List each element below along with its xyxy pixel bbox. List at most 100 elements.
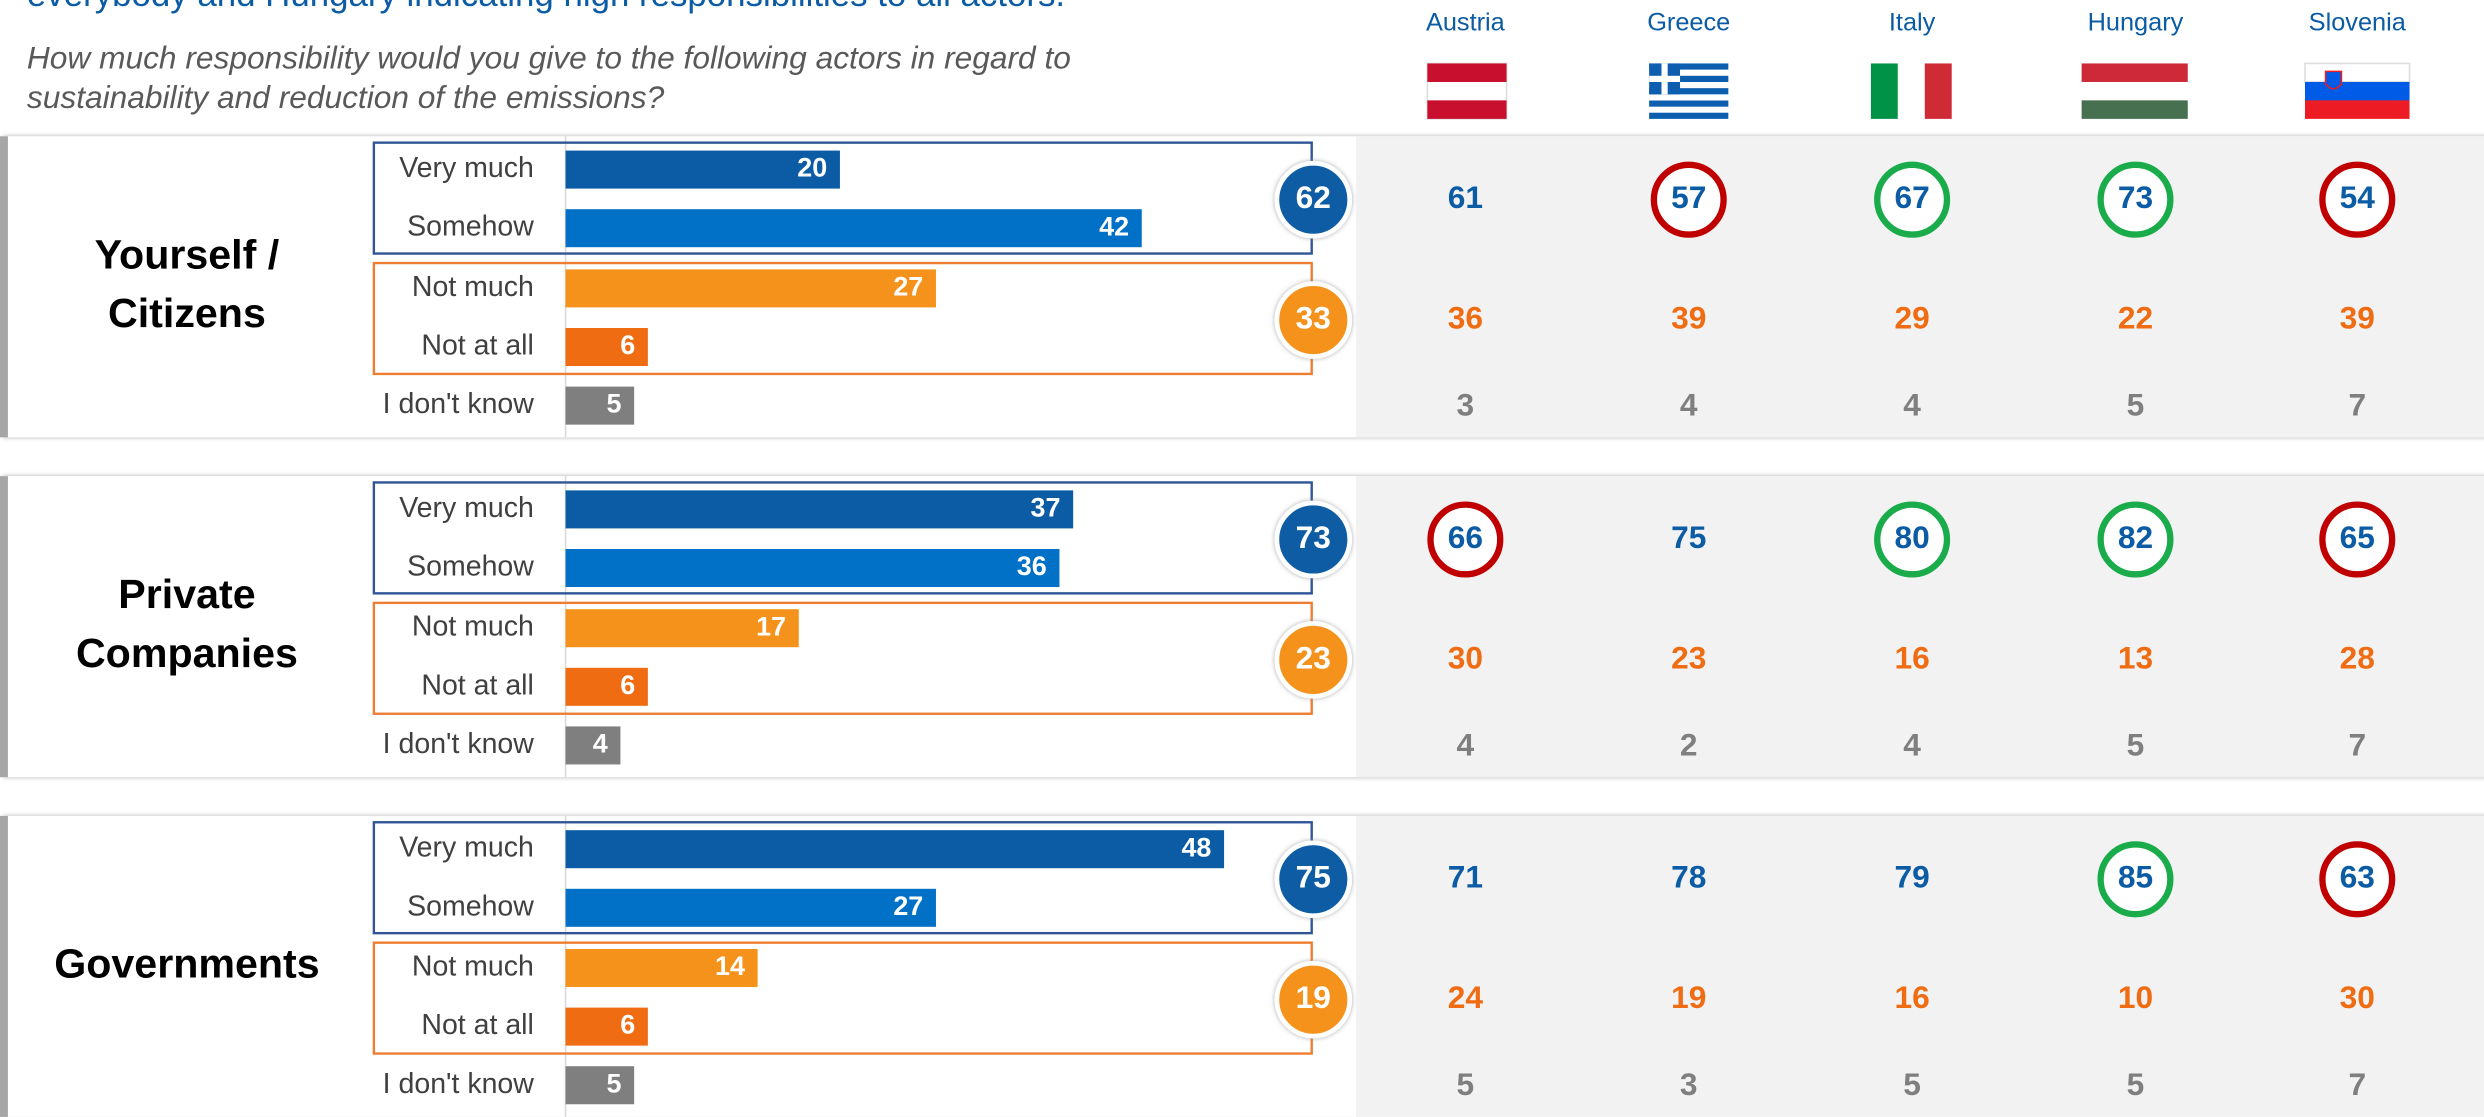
country-label: Hungary	[2088, 9, 2184, 37]
bar	[565, 888, 936, 927]
total-circle	[1274, 160, 1353, 239]
bar-label: 6	[620, 1010, 635, 1040]
bar	[565, 726, 621, 765]
bar-label: 20	[797, 153, 827, 183]
country-value: 30	[2340, 979, 2375, 1015]
total-label: 33	[1296, 299, 1331, 335]
country-value: 5	[2127, 387, 2145, 423]
country-value: 7	[2348, 726, 2366, 762]
total-circle	[1274, 281, 1353, 359]
category-label: Not at all	[421, 330, 533, 362]
country-value: 4	[1903, 387, 1921, 423]
total-label: 62	[1296, 179, 1331, 215]
total-circle	[1274, 500, 1353, 579]
bar-label: 6	[620, 330, 635, 360]
country-value: 63	[2340, 859, 2375, 895]
country-value: 39	[2340, 299, 2375, 335]
country-label: Austria	[1426, 9, 1506, 37]
country-value: 22	[2118, 299, 2153, 335]
category-label: Very much	[399, 152, 534, 184]
country-value: 66	[1448, 519, 1483, 555]
bar-label: 6	[620, 670, 635, 700]
total-label: 19	[1296, 979, 1331, 1015]
category-label: Very much	[399, 492, 534, 524]
country-value: 79	[1894, 859, 1929, 895]
highlight-circle	[1874, 161, 1951, 238]
country-value: 23	[1671, 639, 1706, 675]
country-value: 10	[2118, 979, 2153, 1015]
country-value: 75	[1671, 519, 1706, 555]
country-value: 71	[1448, 859, 1483, 895]
highlight-circle	[2319, 501, 2396, 578]
category-label: Not much	[412, 611, 534, 643]
bar	[565, 150, 840, 189]
country-value: 5	[2127, 1066, 2145, 1102]
bar	[565, 490, 1074, 529]
country-value: 7	[2348, 1066, 2366, 1102]
country-label: Greece	[1647, 9, 1730, 37]
country-value: 57	[1671, 179, 1706, 215]
country-label: Italy	[1889, 9, 1936, 37]
country-value: 5	[1457, 1066, 1475, 1102]
country-value: 29	[1894, 299, 1929, 335]
total-label: 73	[1296, 519, 1331, 555]
bar	[565, 830, 1225, 869]
bar-label: 5	[606, 1068, 621, 1098]
bar-label: 14	[715, 951, 745, 981]
bar	[565, 386, 635, 425]
bar-label: 36	[1017, 551, 1047, 581]
country-value: 30	[1448, 639, 1483, 675]
highlight-circle	[1650, 161, 1727, 238]
highlight-circle	[1427, 501, 1504, 578]
country-value: 39	[1671, 299, 1706, 335]
group-label: Citizens	[108, 290, 266, 336]
country-value: 3	[1457, 387, 1475, 423]
title: everybody and Hungary indicating high re…	[27, 0, 1065, 14]
bar	[565, 949, 758, 988]
total-label: 75	[1296, 859, 1331, 895]
country-value: 78	[1671, 859, 1706, 895]
flags	[1426, 62, 2411, 120]
bar-label: 4	[593, 729, 608, 759]
country-value: 85	[2118, 859, 2153, 895]
subtitle: How much responsibility would you give t…	[27, 40, 1071, 76]
category-label: Not much	[412, 951, 534, 983]
bar	[565, 269, 936, 308]
country-value: 73	[2118, 179, 2153, 215]
country-value: 7	[2348, 387, 2366, 423]
country-value: 2	[1680, 726, 1698, 762]
country-value: 82	[2118, 519, 2153, 555]
category-label: Somehow	[407, 211, 534, 243]
bar-label: 17	[756, 611, 786, 641]
bar	[565, 667, 648, 706]
group-label: Governments	[54, 940, 319, 986]
country-value: 5	[2127, 726, 2145, 762]
bar	[565, 328, 648, 367]
bar	[565, 1066, 635, 1105]
country-value: 4	[1457, 726, 1475, 762]
category-label: Not at all	[421, 1009, 533, 1041]
highlight-circle	[2097, 161, 2174, 238]
country-value: 19	[1671, 979, 1706, 1015]
bar-label: 5	[606, 389, 621, 419]
group-label: Private	[118, 571, 255, 617]
bar-label: 48	[1181, 832, 1211, 862]
panel-edge	[0, 815, 8, 1117]
highlight-circle	[1874, 501, 1951, 578]
panel-edge	[0, 476, 8, 778]
country-value: 16	[1894, 979, 1929, 1015]
bar-label: 37	[1031, 492, 1061, 522]
bar-label: 27	[893, 891, 923, 921]
highlight-circle	[2319, 841, 2396, 918]
total-label: 23	[1296, 639, 1331, 675]
country-value: 3	[1680, 1066, 1698, 1102]
total-circle	[1274, 960, 1353, 1039]
category-label: I don't know	[383, 728, 535, 760]
country-value: 28	[2340, 639, 2375, 675]
highlight-circle	[2319, 161, 2396, 238]
country-value: 5	[1903, 1066, 1921, 1102]
subtitle: sustainability and reduction of the emis…	[27, 79, 665, 115]
country-value: 24	[1448, 979, 1484, 1015]
country-value: 61	[1448, 179, 1483, 215]
